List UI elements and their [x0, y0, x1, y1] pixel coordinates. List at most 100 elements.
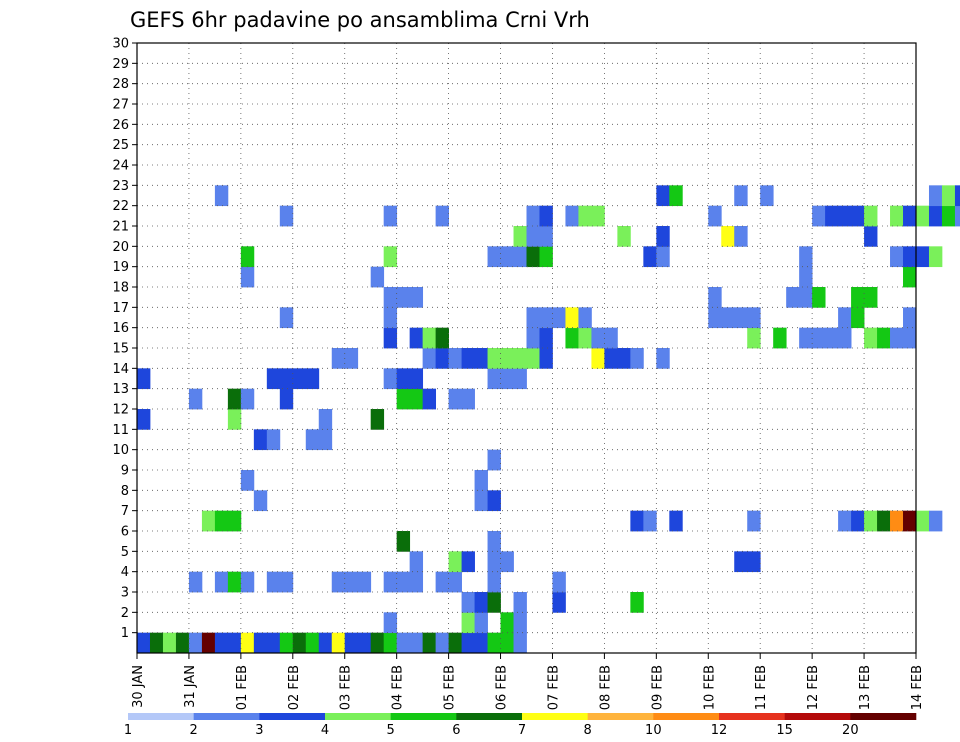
heatmap-cell: [864, 226, 878, 247]
heatmap-cell: [500, 246, 514, 268]
heatmap-cell: [461, 348, 475, 369]
heatmap-cell: [864, 205, 878, 227]
heatmap-cell: [903, 246, 917, 268]
heatmap-cell: [474, 612, 488, 634]
heatmap-cell: [877, 327, 891, 349]
y-tick-label: 7: [121, 504, 129, 519]
heatmap-cell: [928, 246, 943, 268]
x-tick-label: 08 FEB: [598, 665, 613, 710]
x-tick-label: 30 JAN: [131, 665, 146, 708]
heatmap-cell: [708, 287, 722, 308]
heatmap-cell: [954, 185, 960, 207]
heatmap-cell: [318, 632, 333, 654]
heatmap-cell: [422, 348, 437, 369]
heatmap-cell: [552, 592, 566, 613]
heatmap-cell: [851, 307, 865, 329]
heatmap-cell: [539, 327, 553, 349]
heatmap-cell: [266, 632, 281, 654]
colorbar-segment: [259, 713, 326, 720]
heatmap-cell: [513, 368, 527, 390]
heatmap-cell: [928, 205, 943, 227]
heatmap-cell: [760, 185, 774, 207]
x-tick-label: 11 FEB: [754, 665, 769, 710]
heatmap-cell: [617, 226, 631, 247]
heatmap-cell: [812, 205, 826, 227]
y-tick-label: 30: [112, 37, 129, 52]
heatmap-cell: [318, 409, 333, 430]
heatmap-cell: [409, 551, 424, 573]
heatmap-cell: [903, 327, 917, 349]
colorbar-segment: [193, 713, 260, 720]
heatmap-cell: [162, 632, 177, 654]
heatmap-cell: [383, 368, 398, 390]
heatmap-cell: [461, 632, 475, 654]
heatmap-cell: [357, 632, 372, 654]
heatmap-cell: [435, 571, 449, 593]
heatmap-cell: [396, 632, 411, 654]
heatmap-cell: [383, 632, 398, 654]
heatmap-cell: [396, 388, 411, 410]
y-tick-label: 28: [112, 77, 129, 92]
heatmap-cell: [526, 327, 540, 349]
heatmap-cell: [500, 632, 514, 654]
y-tick-label: 4: [121, 565, 129, 580]
heatmap-cell: [396, 287, 411, 308]
heatmap-cell: [656, 185, 670, 207]
heatmap-cell: [928, 185, 943, 207]
colorbar-label: 4: [321, 723, 329, 738]
heatmap-cell: [448, 551, 462, 573]
heatmap-cell: [812, 327, 826, 349]
heatmap-cell: [279, 368, 294, 390]
heatmap-cell: [383, 327, 398, 349]
x-tick-label: 03 FEB: [339, 665, 354, 710]
heatmap-cell: [487, 490, 501, 512]
heatmap-cell: [552, 571, 566, 593]
heatmap-cell: [266, 368, 281, 390]
heatmap-cell: [266, 429, 281, 451]
heatmap-cell: [279, 307, 294, 329]
heatmap-cell: [630, 510, 644, 532]
heatmap-cell: [279, 205, 294, 227]
heatmap-cell: [487, 368, 501, 390]
heatmap-cell: [214, 632, 229, 654]
x-tick-label: 31 JAN: [183, 665, 198, 708]
heatmap-cell: [838, 327, 852, 349]
colorbar-label: 3: [255, 723, 263, 738]
heatmap-cell: [864, 287, 878, 308]
heatmap-cell: [903, 510, 917, 532]
heatmap-cell: [292, 368, 307, 390]
heatmap-cell: [253, 632, 268, 654]
y-tick-label: 24: [112, 159, 129, 174]
heatmap-cell: [565, 205, 579, 227]
heatmap-cell: [526, 348, 540, 369]
x-tick-label: 10 FEB: [702, 665, 717, 710]
colorbar-segment: [850, 713, 917, 720]
x-tick-label: 07 FEB: [547, 665, 562, 710]
y-tick-label: 25: [112, 138, 129, 153]
colorbar-label: 7: [518, 723, 526, 738]
heatmap-cell: [825, 205, 839, 227]
y-tick-label: 27: [112, 98, 129, 113]
heatmap-cell: [954, 205, 960, 227]
y-tick-label: 14: [112, 362, 129, 377]
heatmap-cell: [448, 632, 462, 654]
heatmap-cell: [513, 348, 527, 369]
heatmap-cell: [409, 287, 424, 308]
heatmap-cell: [864, 327, 878, 349]
heatmap-cell: [253, 429, 268, 451]
x-tick-label: 05 FEB: [443, 665, 458, 710]
heatmap-cell: [903, 266, 917, 288]
colorbar-label: 1: [124, 723, 132, 738]
heatmap-cell: [604, 327, 618, 349]
heatmap-cell: [137, 368, 151, 390]
heatmap-cell: [747, 551, 761, 573]
y-tick-label: 21: [112, 220, 129, 235]
y-tick-label: 19: [112, 260, 129, 275]
heatmap-cell: [928, 510, 943, 532]
x-tick-label: 12 FEB: [806, 665, 821, 710]
heatmap-cell: [137, 632, 151, 654]
heatmap-cell: [578, 307, 592, 329]
colorbar-label: 8: [584, 723, 592, 738]
chart-title: GEFS 6hr padavine po ansamblima Crni Vrh: [130, 8, 590, 32]
heatmap-cell: [747, 307, 761, 329]
